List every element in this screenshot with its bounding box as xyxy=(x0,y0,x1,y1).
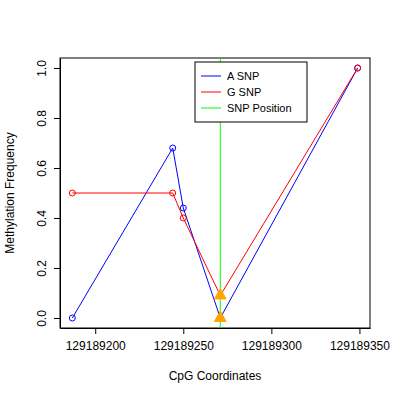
x-tick-label: 129189250 xyxy=(154,339,214,353)
legend: A SNP G SNP SNP Position xyxy=(195,62,307,122)
x-tick-label: 129189300 xyxy=(242,339,302,353)
y-tick-label: 0.2 xyxy=(35,260,49,277)
chart: 1291892001291892501291893001291893500.00… xyxy=(0,0,400,400)
y-tick-mark xyxy=(54,168,60,169)
y-tick-label: 0.0 xyxy=(35,310,49,327)
x-tick-mark xyxy=(95,328,96,334)
x-tick-mark xyxy=(359,328,360,334)
y-tick: 0.4 xyxy=(35,210,60,227)
series-point xyxy=(69,315,75,321)
y-tick-label: 1.0 xyxy=(35,60,49,77)
legend-box xyxy=(195,62,307,122)
x-tick: 129189300 xyxy=(242,328,302,353)
series-point xyxy=(170,145,176,151)
snp-point xyxy=(214,311,226,321)
y-tick: 0.6 xyxy=(35,160,60,177)
series-point xyxy=(180,205,186,211)
legend-label: A SNP xyxy=(227,70,259,82)
legend-swatch xyxy=(201,92,221,93)
y-tick: 1.0 xyxy=(35,60,60,77)
x-tick: 129189350 xyxy=(330,328,390,353)
y-tick: 0.0 xyxy=(35,310,60,327)
series-point xyxy=(355,65,361,71)
y-tick-mark xyxy=(54,268,60,269)
plot-frame xyxy=(60,58,370,328)
x-tick-label: 129189200 xyxy=(66,339,126,353)
y-tick-mark xyxy=(54,318,60,319)
y-tick-label: 0.4 xyxy=(35,210,49,227)
y-tick-mark xyxy=(54,118,60,119)
legend-label: SNP Position xyxy=(227,102,292,114)
x-tick: 129189200 xyxy=(66,328,126,353)
y-tick-mark xyxy=(54,218,60,219)
y-axis: 0.0 0.2 0.4 0.6 0.8 1.0 xyxy=(35,59,61,329)
y-tick-label: 0.8 xyxy=(35,110,49,127)
x-tick-mark xyxy=(271,328,272,334)
snp-point xyxy=(214,289,226,299)
plot-data xyxy=(69,58,360,328)
y-axis-title: Methylation Frequency xyxy=(3,132,17,253)
legend-label: G SNP xyxy=(227,86,261,98)
x-axis: 129189200 129189250 129189300 129189350 xyxy=(61,328,391,353)
legend-swatch xyxy=(201,76,221,77)
y-tick: 0.2 xyxy=(35,260,60,277)
series-point xyxy=(355,65,361,71)
y-tick: 0.8 xyxy=(35,110,60,127)
y-tick-label: 0.6 xyxy=(35,160,49,177)
y-tick-mark xyxy=(54,68,60,69)
x-tick-label: 129189350 xyxy=(330,339,390,353)
series-point xyxy=(69,190,75,196)
legend-swatch xyxy=(201,108,221,109)
x-axis-title: CpG Coordinates xyxy=(169,369,262,383)
x-tick-mark xyxy=(183,328,184,334)
series-point xyxy=(170,190,176,196)
x-tick: 129189250 xyxy=(154,328,214,353)
series-point xyxy=(180,215,186,221)
